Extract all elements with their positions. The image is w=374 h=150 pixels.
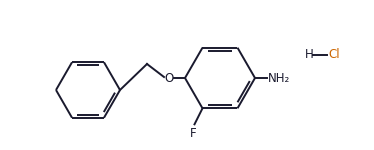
Text: NH₂: NH₂: [268, 72, 290, 84]
Text: H: H: [305, 48, 314, 62]
Text: Cl: Cl: [328, 48, 340, 62]
Text: O: O: [165, 72, 174, 84]
Text: F: F: [190, 127, 197, 140]
